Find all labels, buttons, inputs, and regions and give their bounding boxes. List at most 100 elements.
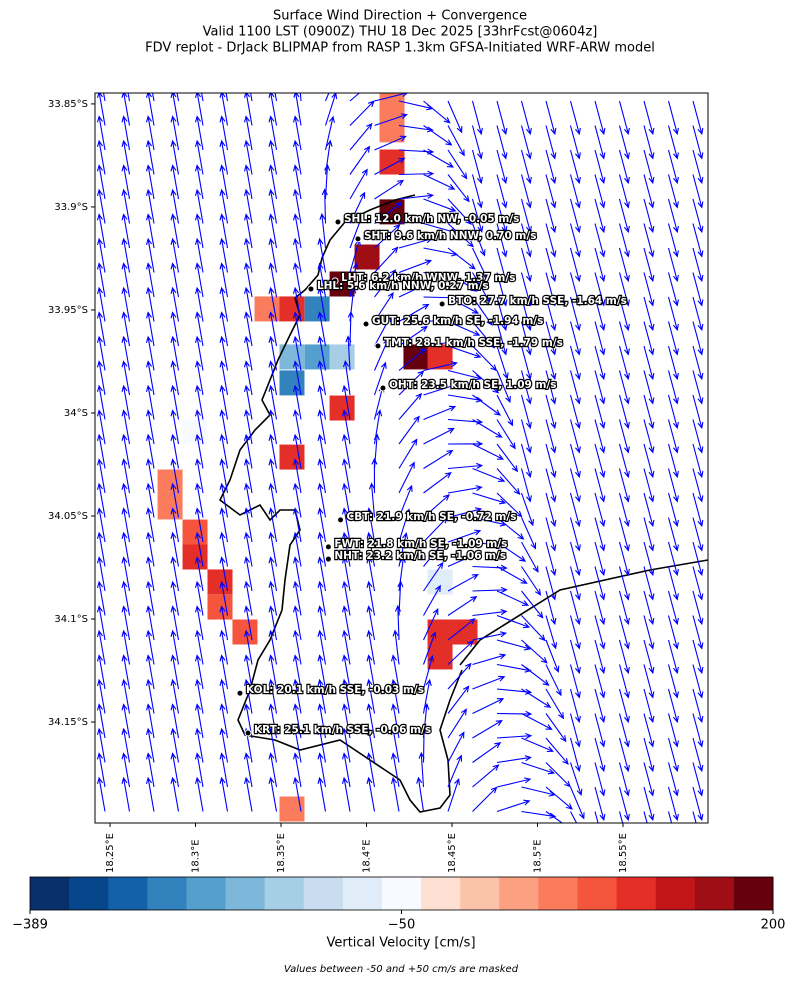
wind-arrow	[398, 192, 435, 200]
wind-arrow	[521, 688, 552, 708]
wind-arrow	[96, 703, 106, 739]
wind-arrow	[594, 296, 606, 332]
wind-arrow	[447, 223, 474, 248]
wind-arrow	[292, 384, 302, 420]
wind-arrow	[243, 482, 253, 518]
wind-arrow	[121, 654, 131, 690]
wind-arrow	[194, 433, 204, 469]
wind-arrow	[268, 139, 278, 175]
wind-arrow	[96, 164, 106, 200]
wind-arrow	[121, 752, 131, 788]
wind-arrow	[496, 419, 516, 450]
wind-arrow	[569, 100, 581, 136]
colorbar-tick-label: 200	[761, 918, 786, 933]
wind-arrow	[447, 440, 484, 447]
wind-arrow	[96, 654, 106, 690]
wind-arrow	[243, 556, 253, 592]
wind-arrow	[496, 733, 533, 740]
wind-arrow	[422, 654, 435, 690]
wind-arrow	[96, 286, 106, 322]
wind-arrow	[594, 713, 606, 748]
wind-arrow	[643, 517, 655, 552]
wind-arrow	[219, 188, 229, 224]
wind-arrow	[618, 639, 630, 675]
wind-arrow	[692, 639, 704, 675]
wind-arrow	[392, 629, 400, 665]
wind-arrow	[643, 590, 655, 626]
wind-arrow	[496, 370, 511, 404]
wind-arrow	[96, 262, 106, 298]
wind-arrow	[472, 467, 506, 483]
wind-arrow	[667, 590, 679, 626]
wind-arrow	[317, 531, 327, 567]
wind-arrow	[545, 394, 557, 430]
wind-arrow	[349, 214, 364, 249]
wind-arrow	[496, 566, 528, 584]
wind-arrow	[317, 556, 327, 592]
wind-arrow	[643, 296, 655, 332]
wind-arrow	[423, 539, 446, 567]
wind-arrow	[366, 703, 376, 739]
colorbar-swatch	[264, 877, 305, 910]
wind-arrow	[145, 286, 155, 322]
station-label: LHT: 6.2 km/h WNW, 1.37 m/s	[341, 272, 515, 284]
wind-arrow	[472, 698, 505, 714]
y-tick-label: 34°S	[64, 408, 88, 419]
wind-arrow	[194, 605, 204, 641]
colorbar-swatch	[69, 877, 109, 910]
wind-arrow	[121, 115, 131, 151]
wind-arrow	[643, 419, 655, 454]
station-dot	[354, 235, 362, 243]
wind-arrow	[692, 713, 704, 748]
wind-arrow	[569, 149, 581, 185]
wind-arrow	[321, 188, 328, 224]
wind-arrow	[341, 458, 351, 494]
wind-arrow	[569, 762, 583, 797]
wind-arrow	[317, 629, 327, 665]
wind-arrow	[643, 786, 655, 822]
wind-arrow	[667, 419, 679, 454]
wind-arrow	[219, 384, 229, 420]
wind-arrow	[594, 419, 606, 454]
wind-arrow	[349, 93, 361, 102]
wind-arrow	[121, 629, 131, 665]
wind-arrow	[471, 198, 484, 233]
wind-arrow	[594, 100, 606, 136]
wind-arrow	[472, 370, 500, 394]
wind-arrow	[243, 605, 253, 641]
wind-arrow	[219, 164, 229, 200]
wind-arrow	[373, 361, 387, 396]
wind-arrow	[472, 296, 493, 326]
wind-arrow	[317, 335, 327, 371]
wind-arrow	[447, 369, 483, 381]
wind-arrow	[96, 384, 106, 420]
wind-arrow	[96, 458, 106, 494]
wind-arrow	[667, 517, 679, 552]
wind-arrow	[569, 786, 585, 820]
wind-arrow	[594, 615, 606, 650]
wind-arrow	[145, 458, 155, 494]
wind-arrow	[643, 811, 648, 823]
wind-arrow	[594, 468, 606, 503]
wind-arrow	[317, 458, 327, 494]
wind-arrow	[643, 370, 655, 405]
wind-arrow	[194, 139, 204, 175]
wind-arrow	[569, 345, 581, 381]
wind-arrow	[170, 311, 180, 347]
station-label: BTO: 27.7 km/h SSE, -1.64 m/s	[448, 295, 627, 307]
mask-note: Values between -50 and +50 cm/s are mask…	[284, 964, 519, 975]
wind-arrow	[219, 678, 229, 714]
wind-arrow	[349, 100, 375, 126]
wind-arrow	[121, 531, 131, 567]
wind-arrow	[398, 556, 406, 592]
wind-arrow	[472, 419, 503, 438]
wind-arrow	[643, 541, 655, 577]
wind-arrow	[268, 262, 278, 298]
wind-arrow	[341, 703, 351, 739]
wind-arrow	[268, 286, 278, 322]
wind-arrow	[170, 458, 180, 494]
wind-arrow	[398, 237, 433, 249]
wind-arrow	[121, 580, 131, 616]
wind-arrow	[170, 384, 180, 420]
wind-arrow	[423, 174, 456, 190]
